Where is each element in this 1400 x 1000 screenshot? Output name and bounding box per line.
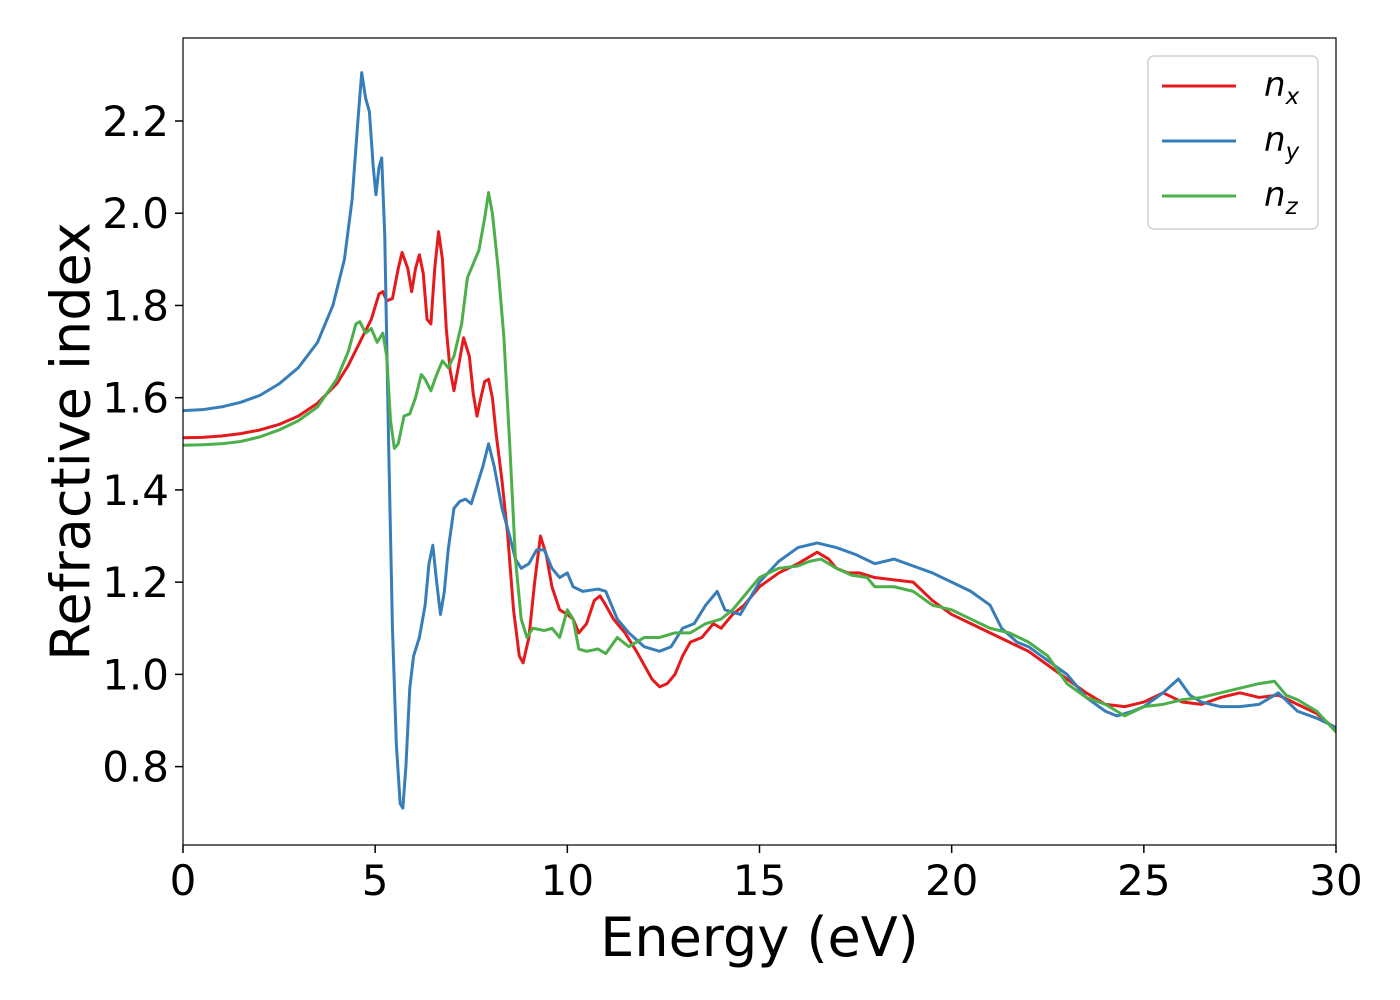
x-tick-label: 0 bbox=[170, 856, 197, 905]
legend-label-z: nz bbox=[1264, 175, 1299, 220]
x-tick-label: 10 bbox=[541, 856, 594, 905]
y-tick-label: 1.2 bbox=[102, 558, 169, 607]
y-axis-title: Refractive index bbox=[40, 222, 103, 661]
x-axis-title: Energy (eV) bbox=[600, 906, 919, 969]
series-line-z bbox=[183, 190, 1336, 734]
x-tick-label: 20 bbox=[925, 856, 978, 905]
y-tick-label: 0.8 bbox=[102, 743, 169, 792]
y-tick-label: 1.0 bbox=[102, 650, 169, 699]
x-tick-label: 30 bbox=[1309, 856, 1362, 905]
x-tick-label: 5 bbox=[362, 856, 389, 905]
legend-label-x: nx bbox=[1264, 65, 1300, 110]
x-tick-label: 25 bbox=[1117, 856, 1170, 905]
ticks-layer: 0 5 10 15 20 25 30 0.8 1.0 1.2 1.4 1.6 1.8 2.0 2.2 bbox=[102, 97, 1363, 905]
y-tick-label: 2.2 bbox=[102, 97, 169, 146]
legend: nx ny nz bbox=[1147, 55, 1319, 230]
series-layer bbox=[183, 71, 1336, 810]
y-tick-label: 1.4 bbox=[102, 466, 169, 515]
y-tick-label: 2.0 bbox=[102, 189, 169, 238]
y-tick-label: 1.8 bbox=[102, 281, 169, 330]
y-tick-label: 1.6 bbox=[102, 374, 169, 423]
x-tick-label: 15 bbox=[733, 856, 786, 905]
series-line-y bbox=[183, 71, 1336, 810]
series-line-x bbox=[183, 230, 1336, 732]
legend-label-y: ny bbox=[1264, 120, 1300, 165]
